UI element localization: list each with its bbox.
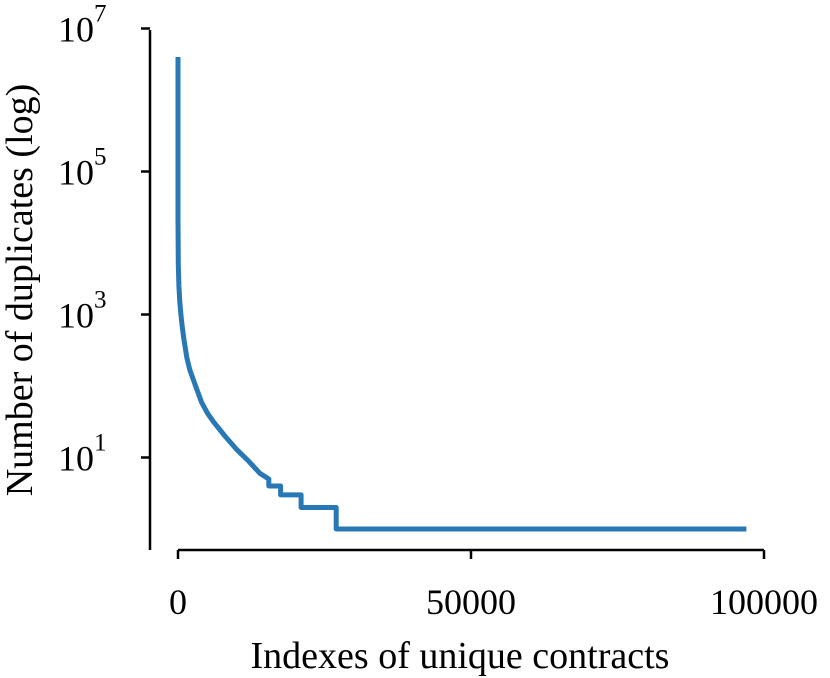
series-line (175, 57, 747, 532)
y-tick-label-base: 10 (58, 439, 94, 479)
x-ticks: 0 50000 100000 (169, 550, 818, 622)
y-axis-title: Number of duplicates (log) (0, 84, 41, 497)
y-tick-label-exponent: 7 (94, 1, 107, 28)
y-tick-label-base: 10 (58, 296, 94, 336)
x-axis-title: Indexes of unique contracts (251, 635, 670, 677)
x-tick-label: 100000 (710, 582, 818, 622)
y-tick-label-base: 10 (58, 153, 94, 193)
y-tick-label-exponent: 5 (94, 144, 107, 171)
x-tick-label: 50000 (426, 582, 516, 622)
y-tick-label-base: 10 (58, 10, 94, 50)
x-tick-label: 0 (169, 582, 187, 622)
y-tick-label-exponent: 1 (94, 430, 107, 457)
y-tick-label-exponent: 3 (94, 287, 107, 314)
